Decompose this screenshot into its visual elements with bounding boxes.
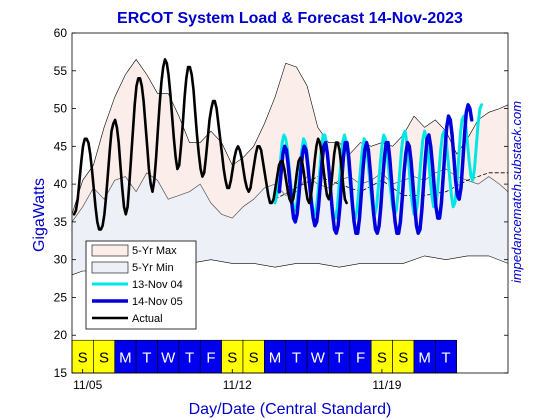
y-tick-label: 25 (54, 290, 68, 304)
plot-frame (71, 32, 509, 374)
y-tick-label: 60 (54, 26, 68, 40)
legend-label-max: 5-Yr Max (132, 245, 177, 257)
day-cell-label: S (398, 350, 408, 367)
day-cell-label: M (119, 350, 132, 367)
legend-label-actual: Actual (132, 313, 163, 325)
y-tick-label: 30 (54, 253, 68, 267)
y-tick-label: 35 (54, 215, 68, 229)
day-cell-label: F (206, 350, 215, 367)
x-axis-label: Day/Date (Central Standard) (189, 401, 392, 418)
series-14nov-line (277, 103, 474, 235)
y-tick-label: 50 (54, 102, 68, 116)
chart-title: ERCOT System Load & Forecast 14-Nov-2023 (117, 10, 463, 27)
x-tick-label: 11/05 (73, 378, 102, 392)
day-cell-label: M (418, 350, 431, 367)
max-line (72, 58, 508, 215)
legend-label-14nov: 14-Nov 05 (132, 296, 183, 308)
day-cell-label: F (356, 350, 365, 367)
day-cell-label: S (377, 350, 387, 367)
y-tick-label: 15 (54, 366, 68, 380)
day-cell-label: T (335, 350, 344, 367)
day-cell-label: W (161, 350, 176, 367)
x-tick-label: 11/12 (223, 378, 252, 392)
day-cell-label: T (185, 350, 194, 367)
day-cell-label: T (142, 350, 151, 367)
y-tick-label: 20 (54, 328, 68, 342)
legend-label-13nov: 13-Nov 04 (132, 279, 183, 291)
legend-label-min: 5-Yr Min (132, 262, 174, 274)
legend: 5-Yr Max 5-Yr Min 13-Nov 04 14-Nov 05 Ac… (85, 240, 197, 330)
axes: 15 20 25 30 35 40 45 50 55 60 11/05 11/12 11/19 (54, 26, 509, 392)
day-cell-label: T (292, 350, 301, 367)
y-tick-label: 55 (54, 64, 68, 78)
legend-swatch-min (91, 261, 129, 274)
day-cell-label: W (311, 350, 326, 367)
day-cell-label: S (99, 350, 109, 367)
series-actual-line (72, 58, 348, 231)
y-tick-label: 45 (54, 139, 68, 153)
day-cell-label: S (227, 350, 237, 367)
day-cell-label: S (78, 350, 88, 367)
watermark: impedancematch.substack.com (509, 101, 524, 283)
day-cell-label: M (269, 350, 282, 367)
day-cell-label: T (441, 350, 450, 367)
y-tick-label: 40 (54, 177, 68, 191)
day-cell-label: S (249, 350, 259, 367)
legend-swatch-max (91, 244, 129, 257)
x-tick-label: 11/19 (372, 378, 401, 392)
y-axis-label: GigaWatts (31, 178, 48, 252)
